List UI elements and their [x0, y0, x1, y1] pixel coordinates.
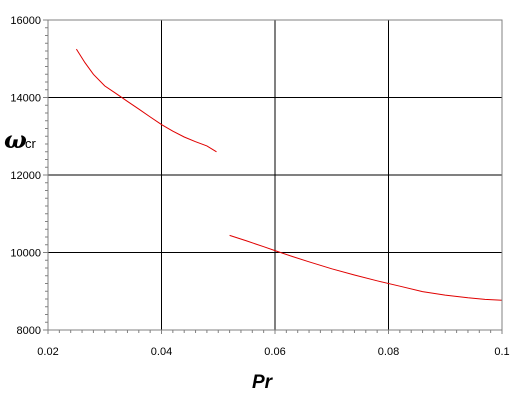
y-tick-labels: 8000 10000 12000 14000 16000 [10, 15, 41, 337]
y-axis-label: ω cr [4, 125, 37, 154]
y-axis-label-main: ω [4, 125, 27, 154]
y-tick-label: 8000 [17, 325, 41, 337]
y-axis-label-subscript: cr [25, 136, 37, 151]
y-tick-label: 10000 [10, 248, 41, 260]
y-tick-label: 16000 [10, 15, 41, 27]
x-tick-label: 0.04 [151, 346, 172, 358]
x-tick-labels: 0.02 0.04 0.06 0.08 0.1 [37, 346, 509, 358]
y-tick-label: 14000 [10, 93, 41, 105]
gridlines [48, 20, 502, 330]
minor-tick-marks [43, 19, 503, 334]
y-tick-label: 12000 [10, 170, 41, 182]
x-axis-label: Pr [252, 372, 274, 393]
x-tick-label: 0.06 [264, 346, 285, 358]
x-tick-label: 0.02 [37, 346, 58, 358]
series-line-1 [75, 48, 217, 153]
x-tick-label: 0.08 [378, 346, 399, 358]
series-line-2 [229, 234, 503, 301]
x-tick-label: 0.1 [494, 346, 509, 358]
data-series [75, 48, 503, 301]
plot-frame [47, 19, 503, 331]
